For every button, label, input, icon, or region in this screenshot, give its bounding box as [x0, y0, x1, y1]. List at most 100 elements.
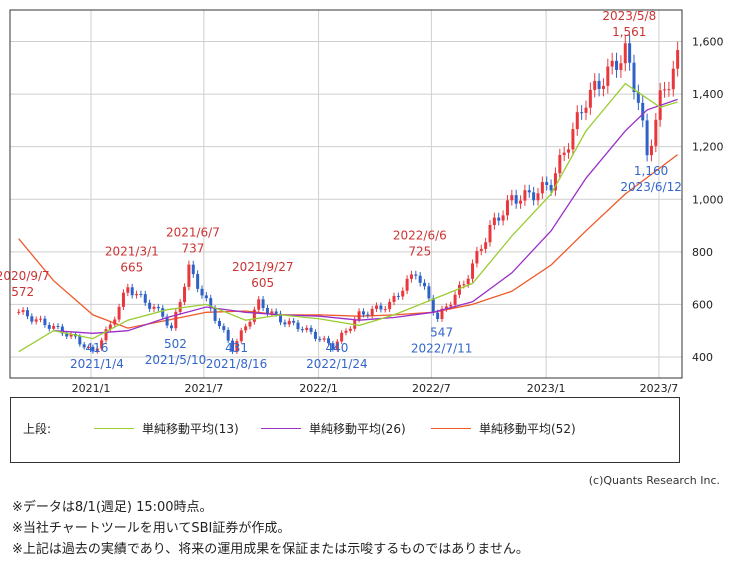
y-tick-label: 400 — [692, 351, 713, 364]
candle-body — [663, 89, 667, 91]
candle-body — [78, 336, 82, 345]
annotation-date: 2020/9/7 — [0, 269, 50, 283]
candle-body — [641, 102, 645, 121]
candle-body — [396, 295, 400, 297]
annotation-value: 502 — [164, 337, 187, 351]
annotation-date: 2021/8/16 — [206, 357, 268, 371]
candle-body — [274, 311, 278, 314]
candle-body — [174, 311, 178, 329]
candle-body — [95, 348, 99, 352]
legend-prefix: 上段: — [23, 422, 52, 436]
x-tick-label: 2021/1 — [72, 382, 111, 395]
candle-body — [217, 320, 221, 327]
candle-body — [169, 325, 173, 329]
candle-body — [239, 330, 243, 342]
annotation-date: 2021/6/7 — [166, 225, 220, 239]
candle-body — [423, 282, 427, 287]
candle-body — [492, 217, 496, 225]
x-tick-label: 2022/7 — [412, 382, 451, 395]
candle-body — [209, 298, 213, 309]
candle-body — [340, 332, 344, 342]
candle-body — [392, 295, 396, 302]
candle-body — [597, 80, 601, 89]
candle-body — [505, 200, 509, 216]
candle-body — [553, 173, 557, 191]
candle-body — [108, 324, 112, 330]
candle-body — [183, 286, 187, 303]
candle-body — [488, 224, 492, 243]
annotation-date: 2021/3/1 — [105, 244, 159, 258]
candle-body — [366, 314, 370, 316]
ma13-line — [18, 82, 678, 353]
candle-body — [309, 327, 313, 332]
candle-body — [361, 311, 365, 315]
candle-body — [187, 264, 191, 287]
ma52-line-group — [18, 154, 678, 329]
candle-body — [601, 85, 605, 89]
candle-body — [562, 152, 566, 155]
annotation-value: 440 — [325, 341, 348, 355]
annotation-value: 665 — [120, 260, 143, 274]
candle-body — [148, 302, 152, 309]
candle-body — [152, 306, 156, 309]
candle-body — [475, 250, 479, 264]
candle-body — [671, 68, 675, 90]
candle-body — [462, 284, 466, 286]
axes: 400 600 800 1,000 1,200 1,400 1,600 2021/1 2021/… — [72, 36, 724, 395]
candle-body — [113, 319, 117, 325]
y-tick-label: 1,200 — [692, 141, 724, 154]
candle-body — [632, 62, 636, 92]
candle-body — [82, 344, 86, 348]
candle-body — [30, 316, 34, 322]
legend-item-ma52: 単純移動平均(52) — [431, 420, 576, 437]
candle-body — [431, 298, 435, 313]
annotation-value: 431 — [225, 341, 248, 355]
candle-body — [165, 316, 169, 326]
candle-body — [667, 89, 671, 91]
ma26-line — [53, 98, 678, 334]
candle-body — [39, 318, 43, 320]
candle-body — [261, 299, 265, 309]
candle-body — [593, 80, 597, 90]
candle-body — [405, 278, 409, 291]
legend-label-ma52: 単純移動平均(52) — [479, 422, 576, 436]
candle-body — [322, 338, 326, 340]
candle-body — [235, 341, 239, 352]
candle-body — [91, 346, 95, 352]
candle-body — [514, 195, 518, 204]
candle-body — [532, 192, 536, 201]
candle-body — [676, 50, 680, 69]
candle-body — [344, 330, 348, 333]
candle-body — [558, 154, 562, 174]
candle-body — [305, 327, 309, 330]
candle-body — [436, 312, 440, 320]
annotation-date: 2022/1/24 — [306, 357, 368, 371]
candle-body — [418, 275, 422, 283]
candle-body — [427, 286, 431, 299]
candle-body — [649, 145, 653, 156]
candle-body — [619, 63, 623, 70]
x-tick-label: 2023/7 — [640, 382, 679, 395]
stock-chart: 2020/9/7 572 2021/3/1 665 2021/6/7 737 2021/9/… — [0, 9, 724, 395]
candle-body — [327, 338, 331, 344]
candle-body — [231, 340, 235, 352]
legend-item-ma26: 単純移動平均(26) — [261, 420, 406, 437]
legend-label-ma13: 単純移動平均(13) — [142, 422, 239, 436]
annotation-value: 572 — [11, 285, 34, 299]
annotation-date: 2021/9/27 — [232, 260, 294, 274]
candle-body — [104, 329, 108, 341]
candle-body — [244, 326, 248, 331]
candle-body — [191, 264, 195, 275]
candle-body — [527, 190, 531, 193]
y-tick-label: 600 — [692, 298, 713, 311]
annotation-value: 605 — [251, 276, 274, 290]
candle-body — [375, 305, 379, 309]
annotation-value: 1,561 — [612, 25, 646, 39]
candle-body — [615, 60, 619, 70]
candle-body — [588, 89, 592, 108]
annotation-date: 2022/7/11 — [411, 341, 473, 355]
candle-body — [161, 308, 165, 317]
candle-body — [178, 302, 182, 312]
candle-body — [628, 43, 632, 63]
candle-body — [56, 325, 60, 327]
